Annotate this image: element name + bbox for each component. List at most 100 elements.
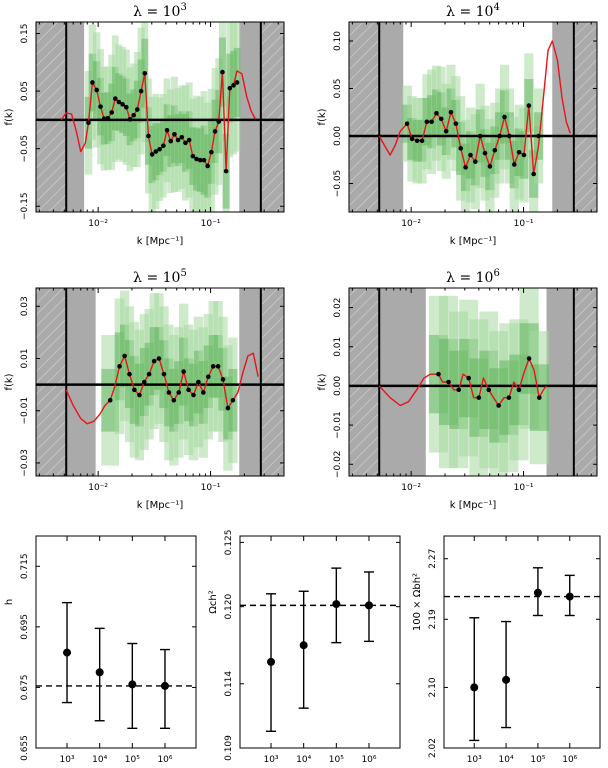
data-point — [536, 395, 542, 400]
reconstructed-curve — [65, 352, 259, 425]
data-point — [122, 353, 127, 359]
data-point — [191, 392, 196, 398]
data-point — [183, 140, 188, 146]
x-tick-label: 10⁻¹ — [514, 483, 534, 493]
data-point — [94, 87, 99, 93]
panel-title: λ = 104 — [446, 2, 500, 20]
data-point — [105, 115, 111, 121]
y-tick-label: −0.03 — [20, 449, 30, 477]
y-tick-label: 0.114 — [224, 671, 234, 697]
x-tick-label: 10⁶ — [562, 755, 577, 765]
data-point — [112, 96, 118, 101]
excluded-region — [260, 288, 284, 476]
excluded-region — [66, 288, 96, 476]
y-tick-label: −0.02 — [333, 450, 343, 478]
data-point — [135, 107, 140, 112]
data-point — [477, 133, 483, 139]
y-axis-label: 100 × Ωbh² — [412, 573, 423, 631]
data-point — [502, 114, 507, 120]
y-tick-label: 0.00 — [333, 126, 343, 146]
data-point — [436, 371, 441, 377]
data-point — [220, 377, 226, 382]
data-point — [172, 131, 177, 137]
data-point — [141, 379, 147, 385]
data-point — [409, 136, 415, 142]
x-tick-label: 10⁶ — [157, 755, 172, 765]
x-axis-label: k [Mpc⁻¹] — [450, 500, 497, 511]
y-tick-label: −0.01 — [20, 397, 30, 425]
y-tick-label: 0.05 — [333, 78, 343, 98]
data-point — [434, 110, 439, 116]
estimate-point — [299, 641, 308, 650]
data-point — [86, 120, 91, 126]
y-axis-label: h — [4, 599, 15, 605]
data-point — [227, 85, 233, 91]
y-axis-label: f(k) — [317, 108, 328, 125]
plot-frame — [35, 21, 285, 213]
data-point — [210, 364, 216, 369]
excluded-region — [260, 22, 284, 212]
data-point — [526, 103, 532, 108]
y-tick-label: 2.27 — [428, 549, 438, 569]
data-point — [161, 371, 167, 377]
y-tick-label: 0.675 — [20, 675, 30, 701]
band-outer — [204, 102, 212, 212]
estimate-point — [128, 680, 137, 689]
data-point — [223, 168, 229, 174]
estimate-point — [63, 648, 72, 657]
plot-frame — [239, 535, 401, 749]
excluded-region — [552, 22, 574, 212]
y-tick-label: 0.05 — [20, 81, 30, 101]
x-tick-label: 10⁴ — [92, 755, 107, 765]
data-point — [146, 133, 151, 139]
data-point — [516, 387, 522, 393]
data-point — [176, 390, 182, 395]
data-point — [161, 143, 166, 149]
estimate-point — [470, 683, 479, 692]
y-tick-label: −0.15 — [20, 192, 30, 220]
x-tick-label: 10³ — [263, 755, 278, 765]
x-tick-label: 10³ — [467, 755, 482, 765]
data-point — [109, 110, 115, 115]
y-tick-label: −0.05 — [333, 170, 343, 198]
data-point — [438, 116, 444, 122]
band-outer — [233, 22, 241, 152]
x-tick-label: 10⁻² — [401, 219, 421, 229]
data-point — [225, 405, 231, 411]
x-tick-label: 10⁻¹ — [201, 483, 221, 493]
data-point — [526, 356, 532, 361]
data-point — [131, 112, 136, 118]
excluded-region — [66, 22, 85, 212]
data-point — [175, 137, 181, 143]
reconstructed-curve — [378, 40, 571, 175]
data-point — [168, 138, 174, 144]
data-point — [230, 397, 236, 403]
x-tick-label: 10⁵ — [329, 755, 344, 765]
data-point — [215, 364, 221, 369]
estimate-point — [502, 675, 511, 684]
x-tick-label: 10⁴ — [499, 755, 514, 765]
data-point — [414, 138, 420, 144]
y-axis-label: f(k) — [317, 373, 328, 390]
data-point — [127, 117, 133, 122]
data-point — [446, 379, 451, 385]
data-point — [98, 104, 103, 109]
excluded-region — [379, 22, 404, 212]
data-point — [424, 119, 430, 125]
data-point — [463, 165, 468, 170]
x-tick-label: 10³ — [59, 755, 74, 765]
data-point — [486, 387, 492, 393]
plot-frame — [348, 21, 598, 213]
data-point — [194, 156, 199, 162]
data-point — [137, 392, 142, 398]
excluded-region — [379, 288, 426, 476]
panel-title: λ = 103 — [133, 2, 187, 20]
y-tick-label: 0.00 — [333, 376, 343, 396]
data-point — [186, 137, 192, 143]
panel-fk-3: −0.03 −0.01 0.01 0.03 10⁻² 10⁻¹ λ = 105 k [Mpc⁻… — [4, 268, 285, 511]
data-point — [497, 133, 502, 139]
reconstructed-curve — [378, 357, 548, 407]
y-tick-label: 0.109 — [224, 735, 234, 761]
data-point — [234, 80, 240, 85]
